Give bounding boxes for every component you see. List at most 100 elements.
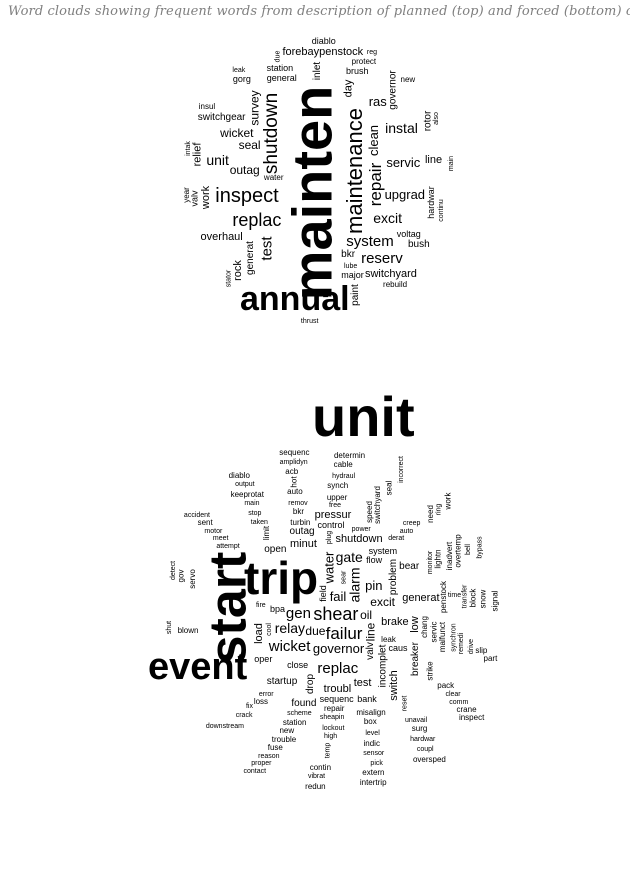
cloud-word: signal [490,590,500,612]
cloud-word: new [400,74,416,84]
cloud-word: seal [238,137,261,152]
cloud-word: inlet [312,62,324,81]
cloud-word: proper [251,760,272,768]
cloud-word: sequenc [319,694,354,705]
cloud-word: output [235,481,255,489]
cloud-word: strike [425,661,435,681]
cloud-word: synchron [450,623,458,652]
cloud-word: gate [335,549,363,566]
cloud-word: auto [399,527,414,535]
cloud-word: thrust [300,317,319,325]
cloud-word: inspect [215,184,279,207]
cloud-word: lockout [322,725,345,733]
cloud-word: sheapin [319,713,345,721]
cloud-word: replac [232,210,282,231]
cloud-word: unit [206,152,229,169]
cloud-word: general [266,72,297,83]
cloud-word: hardwar [425,186,436,219]
cloud-word: vibrat [307,773,326,781]
cloud-word: oversped [412,754,446,764]
cloud-word: pick [370,760,383,768]
cloud-word: protect [351,57,377,67]
cloud-word: station [282,717,307,727]
cloud-word: cool [265,623,273,637]
cloud-word: excit [370,594,395,609]
cloud-word: maintenance [342,107,368,234]
cloud-word: alarm [346,567,363,603]
cloud-word: survey [247,90,262,126]
cloud-word: shutdown [261,92,283,174]
cloud-word: work [443,492,453,510]
cloud-word: hardwar [410,736,436,744]
cloud-word: accident [183,512,210,520]
cloud-word: line [363,622,378,642]
cloud-word: bkr [292,507,305,517]
cloud-word: insul [198,101,216,111]
cloud-word: drop [305,674,317,695]
figure-caption: Word clouds showing frequent words from … [8,4,630,19]
cloud-word: reset [401,695,409,712]
cloud-word: gov [176,569,186,583]
cloud-word: rebuild [383,280,408,290]
cloud-word: downstream [205,722,244,730]
cloud-word: load [252,623,265,644]
cloud-word: block [468,589,478,608]
cloud-word: repair [366,162,386,207]
cloud-word: continu [437,198,445,222]
cloud-word: sent [197,518,213,528]
cloud-word: extern [362,768,385,778]
cloud-word: intak [185,141,193,157]
cloud-word: stator [225,270,233,288]
cloud-word: field [317,584,328,602]
cloud-word: water [263,173,284,183]
cloud-word: upper [326,493,348,503]
cloud-word: temp [324,742,332,758]
cloud-word: shutdown [335,533,383,546]
cloud-word: due [305,624,326,639]
cloud-word: unit [312,385,415,448]
cloud-word: main [244,499,260,507]
cloud-word: gorg [232,74,251,85]
cloud-word: stop [248,510,262,518]
cloud-word: attempt [216,542,240,550]
cloud-word: bell [464,544,472,556]
cloud-word: flow [366,555,383,566]
cloud-word: bkr [341,248,356,260]
cloud-word: bear [399,560,420,572]
cloud-word: chang [419,616,429,639]
cloud-word: rotor [422,110,434,132]
cloud-word: pin [365,577,383,593]
cloud-word: fix [245,703,253,711]
cloud-word: clear [445,690,461,698]
cloud-word: system [346,233,394,251]
cloud-word: governor [312,640,365,656]
cloud-word: troubl [323,682,352,695]
cloud-word: wicket [220,125,254,140]
cloud-word: servo [187,569,197,589]
cloud-word: year [181,187,191,203]
cloud-word: clean [366,124,382,156]
cloud-word: new [279,726,295,736]
cloud-word: mainten [279,85,343,300]
cloud-word: loss [253,697,269,707]
cloud-word: time [447,592,462,600]
cloud-word: gen [285,604,311,622]
cloud-word: unavail [404,717,428,725]
cloud-word: synch [327,481,349,491]
cloud-word: repair [323,703,345,713]
cloud-word: trip [244,552,319,604]
cloud-word: problem [387,558,399,595]
cloud-word: taken [250,518,268,526]
cloud-word: generat [244,241,256,276]
cloud-word: bypass [476,536,484,559]
cloud-word: wicket [268,638,311,656]
cloud-word: cable [333,460,353,470]
cloud-word: rock [232,260,244,282]
cloud-word: fuse [267,743,283,753]
cloud-word: lube [344,262,358,270]
cloud-word: remedi [458,633,466,655]
cloud-word: meet [212,535,229,543]
cloud-word: annual [240,280,350,318]
cloud-word: generat [402,592,440,605]
cloud-word: switch [387,670,400,702]
